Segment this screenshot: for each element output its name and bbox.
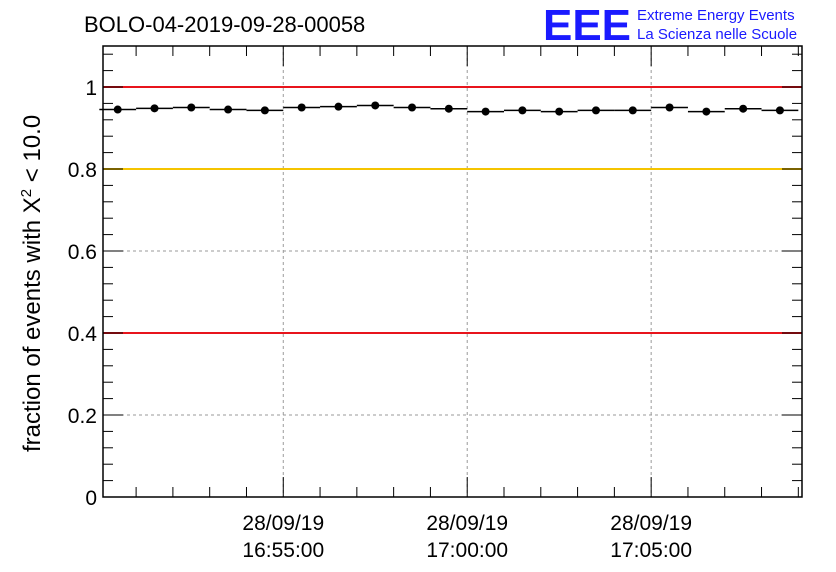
- data-point: [518, 106, 527, 115]
- y-tick-label: 0: [85, 487, 97, 510]
- data-series: [99, 101, 799, 116]
- data-point: [775, 106, 784, 115]
- data-point: [224, 105, 233, 114]
- data-point: [334, 102, 343, 111]
- y-axis-label: fraction of events with X2 < 10.0: [18, 115, 46, 452]
- y-axis-label-prefix: fraction of events with: [19, 213, 46, 452]
- chart-title: BOLO-04-2019-09-28-00058: [84, 12, 365, 37]
- y-tick-label: 0.6: [68, 241, 97, 264]
- data-point: [702, 107, 711, 116]
- data-point: [591, 106, 600, 115]
- x-tick-label-time: 17:00:00: [426, 539, 508, 562]
- data-point: [113, 105, 122, 114]
- data-point: [297, 103, 306, 112]
- logo-line2: La Scienza nelle Scuole: [637, 26, 797, 43]
- data-point: [444, 104, 453, 113]
- x-tick-label-time: 16:55:00: [242, 539, 324, 562]
- x-tick-label-date: 28/09/19: [426, 512, 508, 535]
- x-tick-label-date: 28/09/19: [242, 512, 324, 535]
- data-point: [481, 107, 490, 116]
- data-point: [665, 103, 674, 112]
- x-tick-label-time: 17:05:00: [610, 539, 692, 562]
- eee-logo-mark: EEE: [543, 1, 631, 50]
- data-point: [628, 106, 637, 115]
- y-tick-label: 0.8: [68, 159, 97, 182]
- reference-lines: [103, 86, 802, 334]
- plot-frame: [102, 45, 803, 498]
- eee-logo: EEE Extreme Energy Events La Scienza nel…: [543, 1, 797, 50]
- data-point: [555, 107, 564, 116]
- data-point: [260, 106, 269, 115]
- x-tick-label-date: 28/09/19: [610, 512, 692, 535]
- logo-line1: Extreme Energy Events: [637, 7, 795, 24]
- grid: [103, 46, 802, 497]
- y-tick-label: 0.4: [68, 323, 98, 346]
- y-tick-label: 1: [85, 77, 97, 100]
- y-tick-label: 0.2: [68, 405, 97, 428]
- data-point: [187, 103, 196, 112]
- y-axis-label-symbol: X: [19, 197, 46, 213]
- data-point: [739, 104, 748, 113]
- data-point: [150, 104, 159, 113]
- y-axis-label-exponent: 2: [18, 189, 35, 197]
- data-point: [371, 101, 380, 110]
- y-axis-label-suffix: < 10.0: [19, 115, 46, 189]
- axes: 0 0.2 0.4 0.6 0.8 1 28/09/19 16:55:00 28/09/19 17…: [68, 46, 802, 562]
- data-point: [408, 103, 417, 112]
